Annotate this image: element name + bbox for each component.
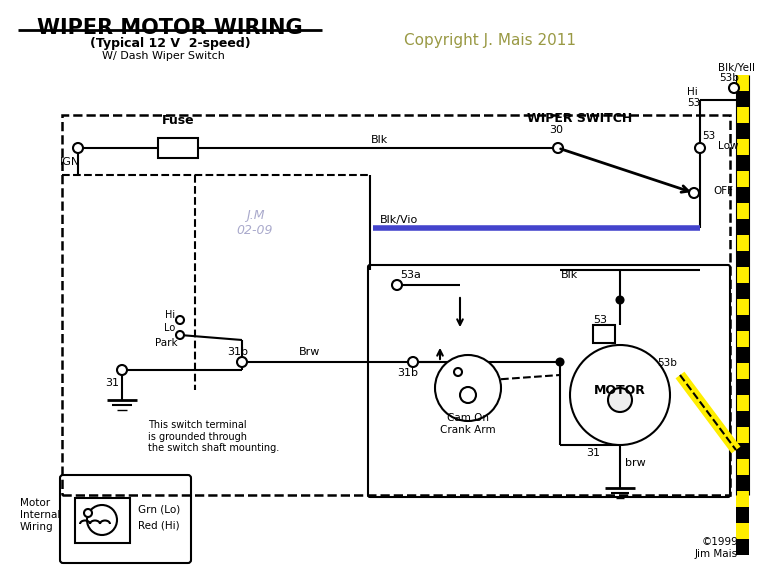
Circle shape [689, 188, 699, 198]
Circle shape [557, 358, 564, 366]
Bar [736, 251, 749, 267]
Text: brw: brw [625, 458, 646, 468]
Text: 30: 30 [549, 125, 563, 135]
Text: 31b: 31b [398, 368, 419, 378]
Circle shape [176, 331, 184, 339]
Bar [736, 379, 749, 395]
Circle shape [454, 368, 462, 376]
Bar [736, 235, 749, 251]
Bar [736, 475, 749, 491]
Bar [736, 315, 749, 331]
Bar [736, 331, 749, 347]
Bar [736, 107, 749, 123]
Text: 53a: 53a [400, 270, 421, 280]
Bar [736, 411, 749, 427]
Bar [736, 283, 749, 299]
Bar [736, 507, 749, 523]
Text: Copyright J. Mais 2011: Copyright J. Mais 2011 [404, 32, 576, 47]
Text: 31: 31 [586, 448, 600, 458]
Circle shape [87, 505, 117, 535]
Text: WIPER SWITCH: WIPER SWITCH [528, 112, 633, 124]
Bar [736, 299, 749, 315]
Circle shape [73, 143, 83, 153]
Circle shape [460, 387, 476, 403]
Circle shape [237, 357, 247, 367]
Bar [736, 267, 749, 283]
Circle shape [117, 365, 127, 375]
Bar [736, 139, 749, 155]
Bar [158, 138, 198, 158]
Circle shape [392, 280, 402, 290]
Text: 02-09: 02-09 [237, 223, 273, 237]
Text: IGN: IGN [60, 157, 80, 167]
Text: Park: Park [155, 338, 178, 348]
Bar [736, 443, 749, 459]
Bar [736, 347, 749, 363]
Bar [736, 187, 749, 203]
Text: Blk: Blk [561, 270, 578, 280]
Text: Low: Low [718, 141, 739, 151]
Bar [736, 363, 749, 379]
Text: Crank Arm: Crank Arm [440, 425, 496, 435]
Text: Blk/Vio: Blk/Vio [380, 215, 419, 225]
Text: OFF: OFF [713, 186, 733, 196]
Circle shape [84, 509, 92, 517]
Text: Blk: Blk [372, 135, 389, 145]
Circle shape [570, 345, 670, 445]
Text: 53b: 53b [657, 358, 677, 368]
Bar [736, 427, 749, 443]
Text: 53: 53 [593, 315, 607, 325]
Text: WIPER MOTOR WIRING: WIPER MOTOR WIRING [37, 18, 303, 38]
Text: (Typical 12 V  2-speed): (Typical 12 V 2-speed) [90, 36, 250, 50]
Text: Red (Hi): Red (Hi) [138, 520, 180, 530]
Circle shape [695, 143, 705, 153]
Bar [75, 498, 130, 543]
Bar [736, 523, 749, 539]
Text: Blk/Yell: Blk/Yell [718, 63, 755, 73]
Circle shape [176, 316, 184, 324]
Circle shape [608, 388, 632, 412]
Text: Fuse: Fuse [162, 113, 194, 127]
Bar [62, 115, 730, 495]
Text: This switch terminal
is grounded through
the switch shaft mounting.: This switch terminal is grounded through… [148, 420, 280, 453]
Text: ©1999
Jim Mais: ©1999 Jim Mais [695, 537, 738, 559]
Text: 53b: 53b [719, 73, 739, 83]
Bar [736, 155, 749, 171]
Text: 53: 53 [687, 98, 700, 108]
Bar [593, 325, 615, 343]
Text: W/ Dash Wiper Switch: W/ Dash Wiper Switch [101, 51, 224, 61]
Text: Hi: Hi [165, 310, 175, 320]
Bar [736, 491, 749, 507]
Bar [736, 395, 749, 411]
Bar [736, 123, 749, 139]
Text: Lo: Lo [164, 323, 175, 333]
Bar [736, 219, 749, 235]
Text: 53: 53 [702, 131, 715, 141]
Circle shape [729, 83, 739, 93]
Bar [736, 91, 749, 107]
Text: MOTOR: MOTOR [594, 384, 646, 396]
Bar [736, 75, 749, 91]
Circle shape [435, 355, 501, 421]
Text: Brw: Brw [300, 347, 321, 357]
Circle shape [553, 143, 563, 153]
Text: 31: 31 [105, 378, 119, 388]
Text: Hi: Hi [687, 87, 698, 97]
Text: 31b: 31b [227, 347, 249, 357]
Circle shape [617, 297, 624, 304]
Text: Motor
Internal
Wiring: Motor Internal Wiring [20, 498, 61, 532]
Bar [736, 459, 749, 475]
Text: Grn (Lo): Grn (Lo) [138, 505, 180, 515]
Circle shape [408, 357, 418, 367]
Text: J.M: J.M [246, 209, 264, 222]
Bar [736, 203, 749, 219]
Text: Cam On: Cam On [447, 413, 489, 423]
Bar [736, 539, 749, 555]
Bar [736, 171, 749, 187]
